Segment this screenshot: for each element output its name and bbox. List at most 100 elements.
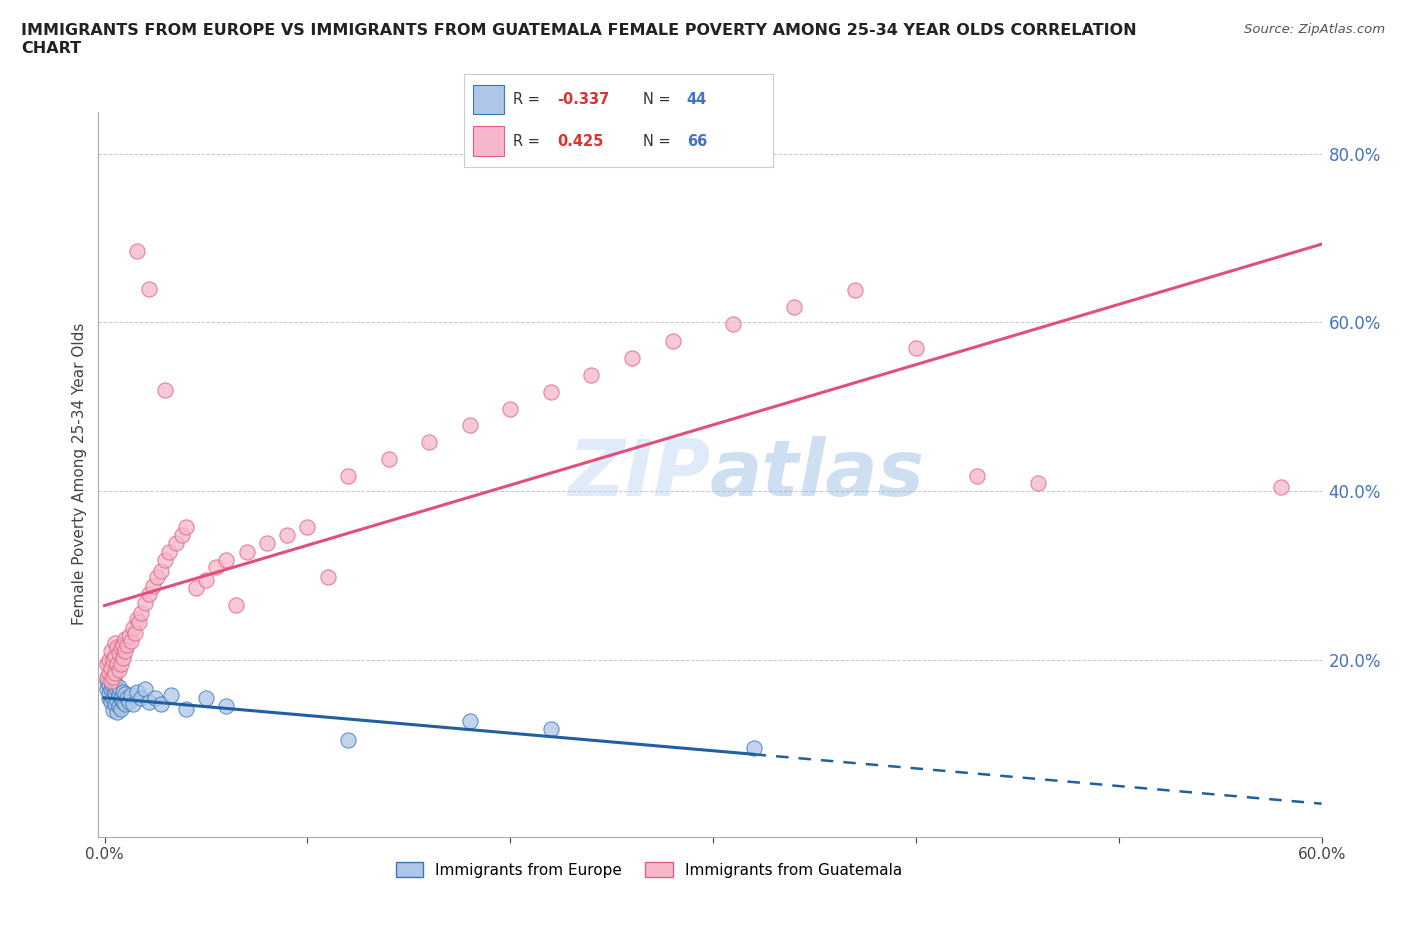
Point — [256, 536, 278, 551]
Point — [125, 244, 148, 259]
Point — [111, 695, 134, 710]
Point — [120, 688, 142, 703]
Text: IMMIGRANTS FROM EUROPE VS IMMIGRANTS FROM GUATEMALA FEMALE POVERTY AMONG 25-34 Y: IMMIGRANTS FROM EUROPE VS IMMIGRANTS FRO… — [21, 23, 1136, 56]
Point — [104, 665, 127, 680]
Point — [118, 629, 141, 644]
Point — [104, 648, 127, 663]
Point — [418, 435, 440, 450]
Point — [125, 684, 148, 699]
Point — [96, 673, 118, 688]
Text: 0.425: 0.425 — [557, 134, 603, 149]
Point — [146, 570, 169, 585]
Point — [1026, 475, 1049, 490]
Point — [105, 682, 128, 697]
Point — [205, 560, 228, 575]
Point — [458, 713, 481, 728]
Bar — [474, 85, 505, 114]
Point — [1270, 480, 1292, 495]
Point — [184, 580, 207, 595]
Point — [129, 606, 152, 621]
Point — [138, 281, 160, 296]
Point — [107, 645, 129, 660]
Point — [128, 615, 150, 630]
Point — [170, 527, 193, 542]
Point — [100, 695, 122, 710]
Point — [297, 519, 319, 534]
Point — [114, 644, 136, 658]
Point — [134, 682, 156, 697]
Text: 44: 44 — [686, 92, 707, 107]
Point — [101, 653, 124, 668]
Point — [458, 418, 481, 432]
Bar — [474, 126, 505, 156]
Point — [101, 703, 124, 718]
Point — [155, 382, 177, 397]
Point — [336, 469, 359, 484]
Text: 66: 66 — [686, 134, 707, 149]
Point — [104, 676, 127, 691]
Point — [134, 595, 156, 610]
Text: N =: N = — [644, 134, 676, 149]
Text: R =: R = — [513, 134, 546, 149]
Point — [100, 682, 122, 697]
Point — [581, 367, 603, 382]
Point — [194, 572, 217, 587]
Point — [143, 690, 166, 705]
Point — [104, 697, 127, 711]
Point — [110, 640, 132, 655]
Point — [115, 690, 138, 705]
Point — [276, 527, 298, 542]
Point — [107, 680, 129, 695]
Y-axis label: Female Poverty Among 25-34 Year Olds: Female Poverty Among 25-34 Year Olds — [72, 323, 87, 626]
Point — [620, 351, 643, 365]
Text: atlas: atlas — [710, 436, 925, 512]
Point — [107, 662, 129, 677]
Point — [122, 620, 145, 635]
Point — [100, 673, 122, 688]
Point — [105, 705, 128, 720]
Point — [155, 553, 177, 568]
Point — [215, 698, 238, 713]
Point — [194, 690, 217, 705]
Point — [499, 401, 522, 416]
Point — [150, 697, 173, 711]
Point — [114, 697, 136, 711]
Point — [966, 469, 988, 484]
Point — [235, 544, 257, 559]
Point — [783, 299, 806, 314]
Point — [138, 587, 160, 602]
Point — [742, 741, 765, 756]
Legend: Immigrants from Europe, Immigrants from Guatemala: Immigrants from Europe, Immigrants from … — [389, 856, 908, 884]
Point — [120, 634, 142, 649]
Text: -0.337: -0.337 — [557, 92, 609, 107]
Text: N =: N = — [644, 92, 676, 107]
Point — [723, 317, 745, 332]
Point — [160, 688, 183, 703]
Text: R =: R = — [513, 92, 546, 107]
Point — [110, 657, 132, 671]
Point — [100, 661, 122, 676]
Point — [100, 644, 122, 658]
Point — [96, 657, 118, 671]
Point — [111, 637, 134, 652]
Point — [174, 519, 197, 534]
Point — [101, 670, 124, 684]
Point — [661, 334, 683, 349]
Point — [105, 693, 128, 708]
Point — [114, 686, 136, 701]
Point — [104, 635, 127, 650]
Point — [110, 690, 132, 705]
Point — [142, 578, 165, 593]
Point — [111, 651, 134, 666]
Point — [97, 690, 120, 705]
Point — [138, 695, 160, 710]
Point — [114, 631, 136, 646]
Point — [174, 701, 197, 716]
Point — [904, 340, 927, 355]
Point — [97, 678, 120, 693]
Point — [540, 722, 562, 737]
Point — [844, 283, 866, 298]
Point — [215, 553, 238, 568]
Point — [97, 653, 120, 668]
Point — [377, 452, 399, 467]
